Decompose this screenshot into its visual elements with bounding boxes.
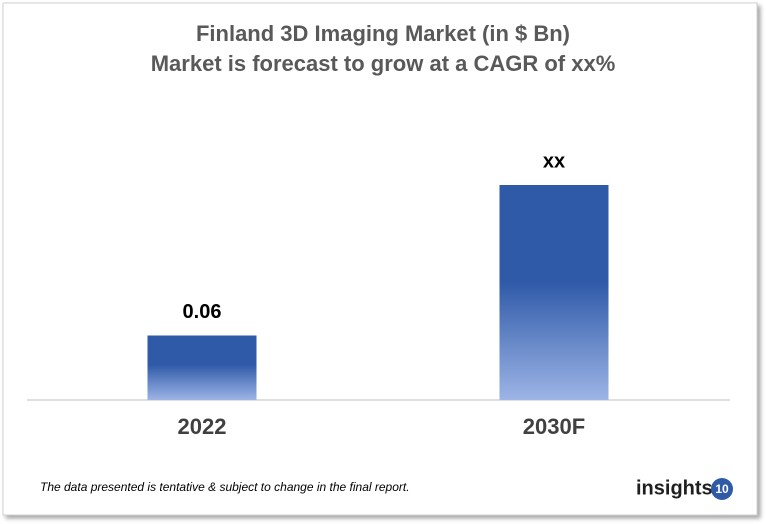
value-label: 0.06 xyxy=(183,301,222,323)
logo-text: insights xyxy=(636,477,713,499)
logo-number: 10 xyxy=(715,482,729,496)
chart-title: Finland 3D Imaging Market (in $ Bn) xyxy=(196,21,570,46)
value-label: xx xyxy=(543,150,565,172)
frame xyxy=(2,2,758,516)
bar xyxy=(499,185,609,400)
footer-note: The data presented is tentative & subjec… xyxy=(40,480,410,494)
logo-badge xyxy=(711,478,733,500)
x-tick-label: 2022 xyxy=(178,414,227,439)
x-tick-label: 2030F xyxy=(523,414,585,439)
bar xyxy=(147,335,257,400)
chart-subtitle: Market is forecast to grow at a CAGR of … xyxy=(151,51,616,76)
